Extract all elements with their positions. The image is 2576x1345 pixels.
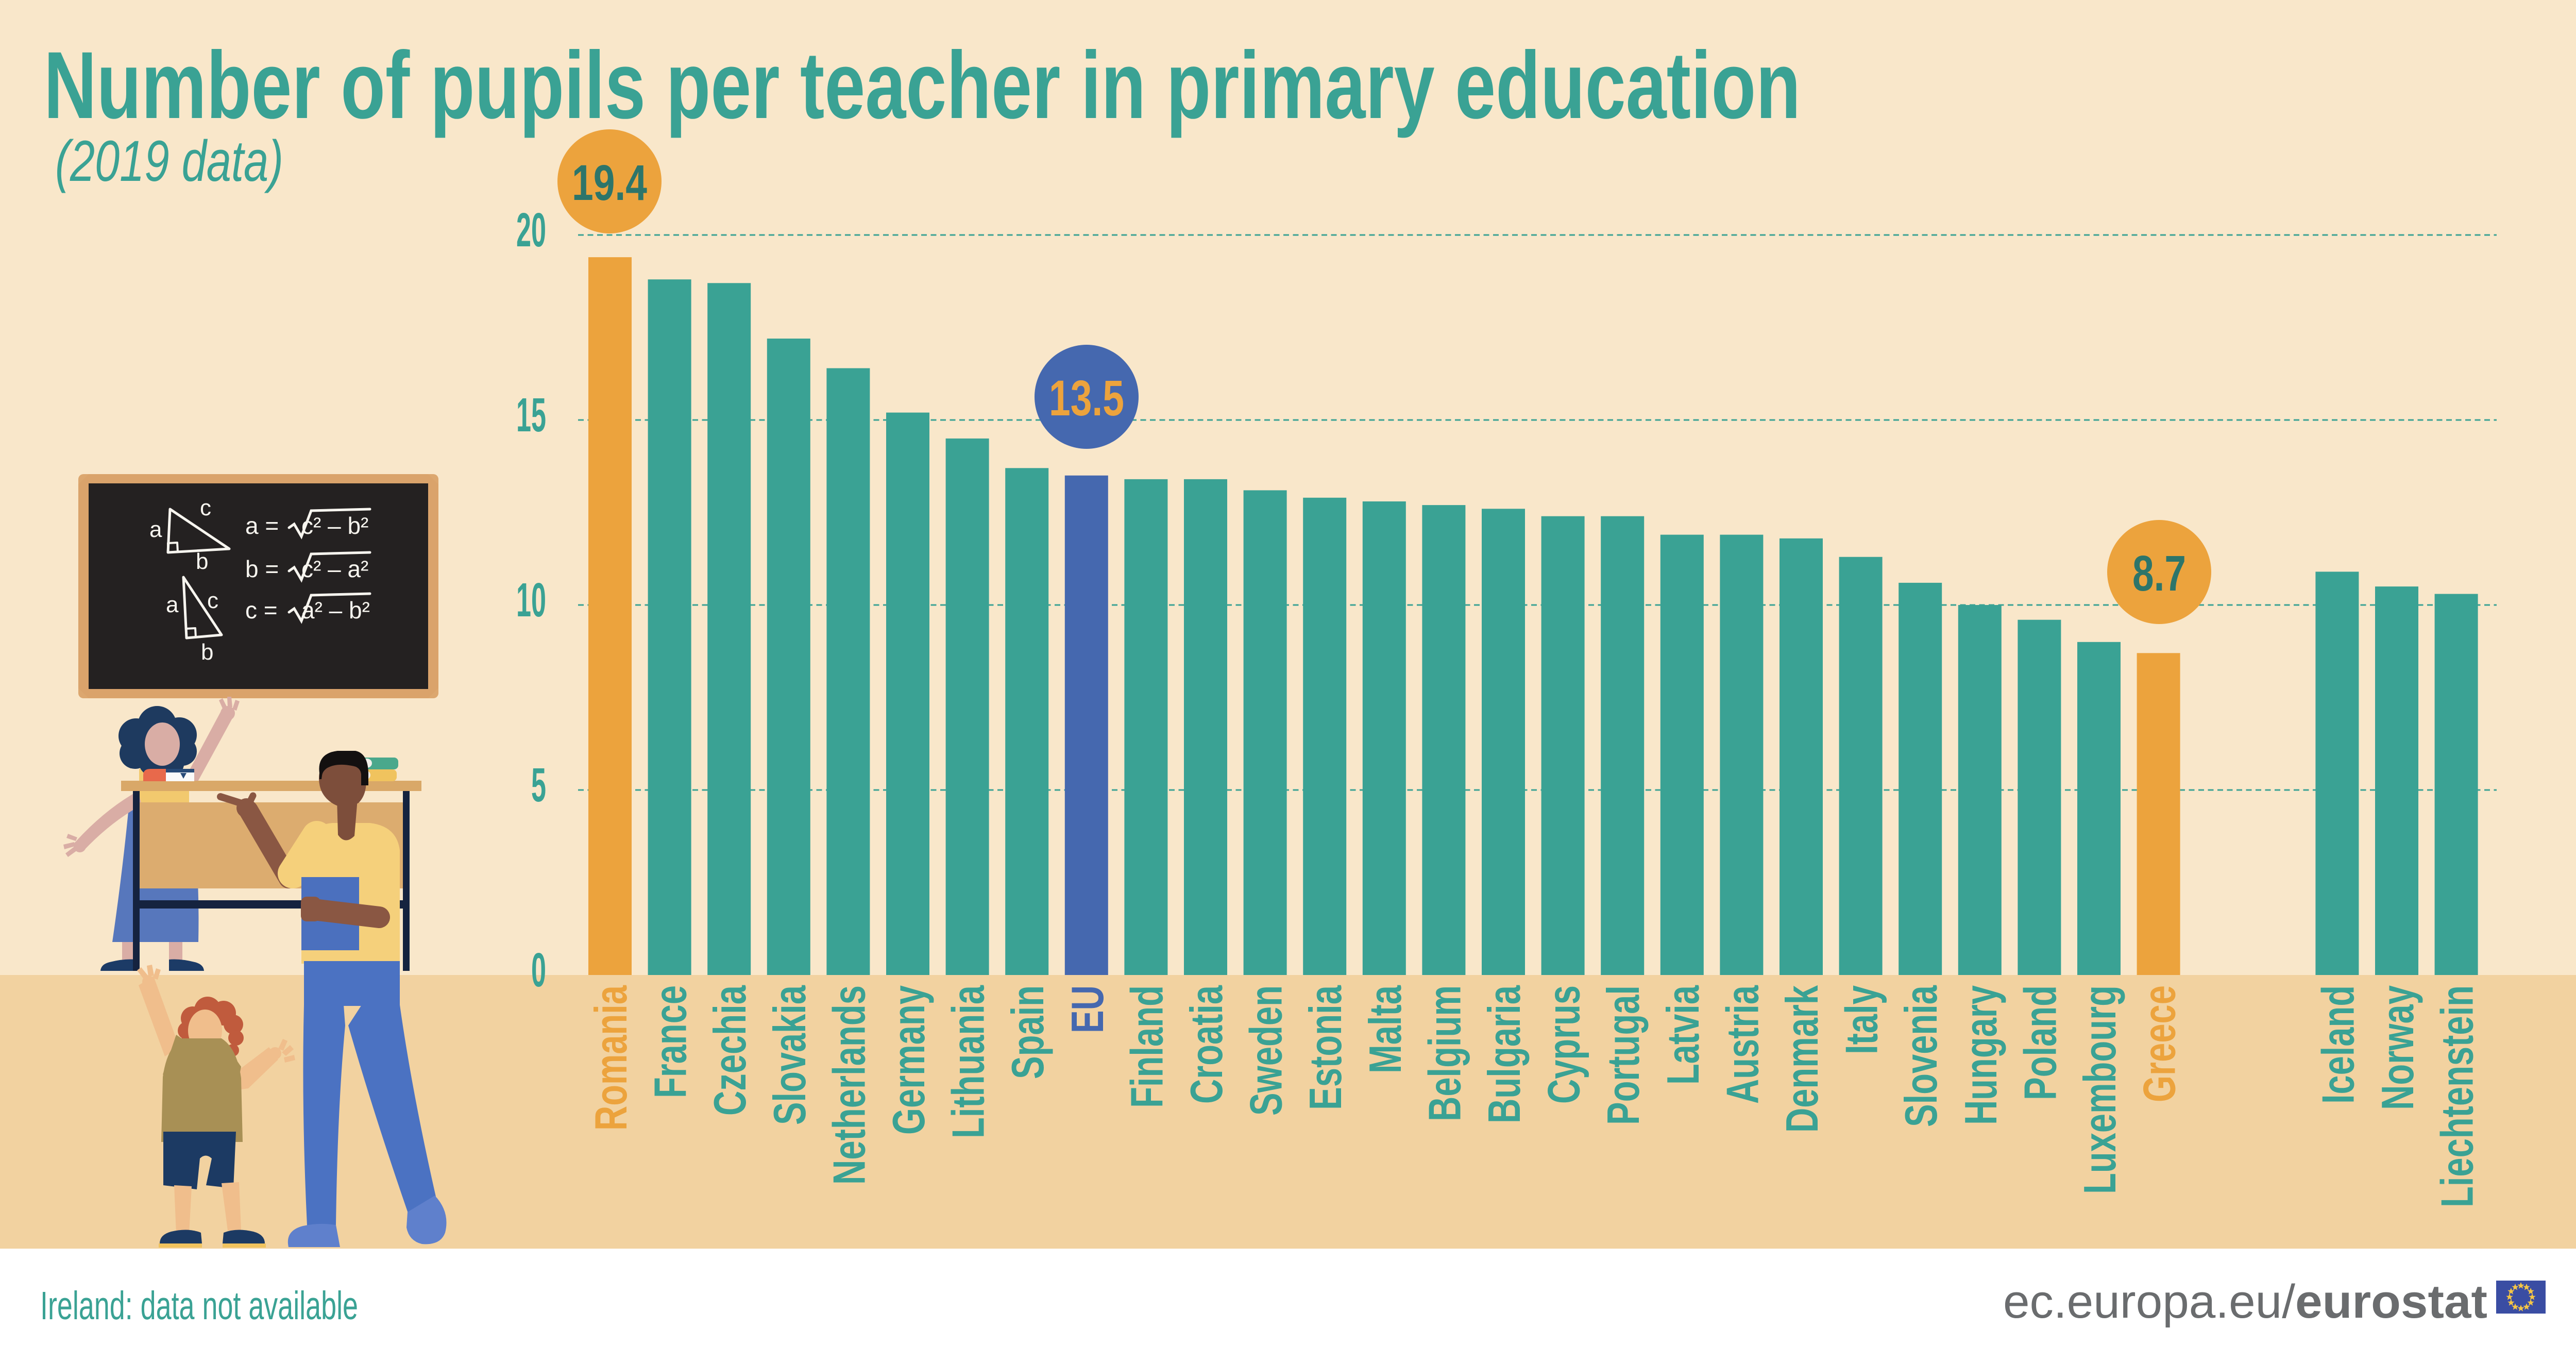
svg-text:Hungary: Hungary [1955,985,2006,1125]
svg-text:Malta: Malta [1360,985,1411,1073]
svg-text:EU: EU [1062,985,1113,1033]
svg-text:Iceland: Iceland [2312,985,2363,1104]
svg-text:Number of pupils per teacher i: Number of pupils per teacher in primary … [44,32,1801,139]
svg-text:eurostat: eurostat [2295,1275,2487,1328]
svg-text:Luxembourg: Luxembourg [2074,985,2125,1194]
svg-text:a: a [166,592,179,617]
svg-text:Netherlands: Netherlands [823,985,874,1185]
svg-text:a² – b²: a² – b² [301,597,370,624]
svg-text:c² – a²: c² – a² [301,556,368,582]
svg-text:Portugal: Portugal [1598,985,1649,1125]
svg-text:Romania: Romania [585,985,636,1131]
svg-text:Norway: Norway [2372,985,2423,1110]
svg-text:Germany: Germany [883,985,934,1135]
svg-text:Cyprus: Cyprus [1538,985,1589,1104]
svg-text:Greece: Greece [2134,985,2185,1102]
svg-text:c² – b²: c² – b² [301,512,368,539]
svg-text:b: b [201,640,213,665]
svg-text:c: c [200,495,211,520]
svg-text:Denmark: Denmark [1776,985,1827,1133]
svg-text:France: France [645,985,696,1098]
svg-text:Lithuania: Lithuania [943,985,994,1138]
svg-text:8.7: 8.7 [2132,545,2186,601]
svg-text:Finland: Finland [1121,985,1172,1108]
svg-text:Italy: Italy [1836,985,1887,1054]
svg-text:ec.europa.eu/: ec.europa.eu/ [2003,1275,2295,1328]
svg-text:Estonia: Estonia [1300,985,1351,1110]
svg-text:Slovakia: Slovakia [764,985,815,1125]
svg-text:Czechia: Czechia [704,985,755,1116]
svg-text:c: c [207,588,218,613]
svg-text:0: 0 [531,943,546,997]
svg-text:Sweden: Sweden [1241,985,1292,1116]
svg-text:10: 10 [516,573,546,627]
svg-text:5: 5 [531,758,546,812]
svg-text:Spain: Spain [1002,985,1053,1079]
svg-text:Austria: Austria [1717,985,1768,1104]
svg-text:19.4: 19.4 [572,155,647,211]
svg-text:b: b [196,549,208,574]
svg-text:Belgium: Belgium [1419,985,1470,1121]
svg-text:Ireland: data not available: Ireland: data not available [40,1284,358,1328]
svg-text:Latvia: Latvia [1657,985,1708,1085]
svg-text:20: 20 [516,203,546,257]
svg-text:Croatia: Croatia [1181,985,1232,1104]
svg-text:15: 15 [516,388,546,442]
svg-text:a: a [149,517,162,542]
svg-text:Slovenia: Slovenia [1895,985,1946,1127]
svg-text:a =: a = [245,512,279,539]
svg-text:13.5: 13.5 [1049,370,1124,426]
svg-text:b =: b = [245,556,279,582]
svg-text:(2019 data): (2019 data) [55,129,283,193]
svg-text:Poland: Poland [2014,985,2065,1100]
svg-text:Liechtenstein: Liechtenstein [2432,985,2483,1207]
svg-text:c =: c = [245,597,278,624]
svg-text:Bulgaria: Bulgaria [1479,985,1530,1123]
